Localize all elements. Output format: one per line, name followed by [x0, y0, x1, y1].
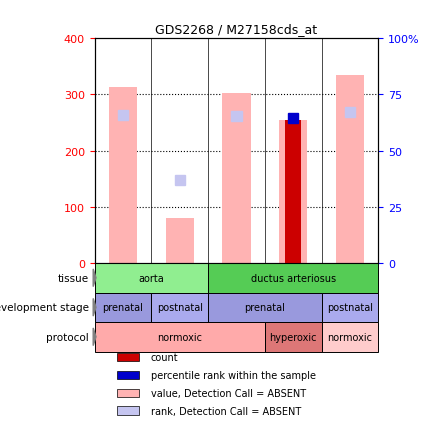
Bar — [118, 111, 128, 121]
Text: count: count — [150, 352, 178, 362]
Bar — [166, 219, 194, 263]
Bar — [109, 88, 137, 263]
Bar — [322, 322, 378, 352]
Bar — [117, 389, 139, 397]
Bar — [175, 175, 185, 185]
Bar — [231, 112, 242, 122]
Bar — [151, 293, 208, 322]
Text: development stage: development stage — [0, 302, 89, 312]
Text: protocol: protocol — [46, 332, 89, 342]
Bar — [95, 322, 265, 352]
Bar — [208, 263, 378, 293]
Text: prenatal: prenatal — [244, 302, 286, 312]
Text: normoxic: normoxic — [157, 332, 202, 342]
Bar — [322, 293, 378, 322]
Text: ductus arteriosus: ductus arteriosus — [251, 273, 336, 283]
Text: prenatal: prenatal — [102, 302, 144, 312]
Text: percentile rank within the sample: percentile rank within the sample — [150, 370, 316, 380]
Text: postnatal: postnatal — [327, 302, 373, 312]
Text: aorta: aorta — [138, 273, 164, 283]
Bar — [95, 263, 208, 293]
Text: rank, Detection Call = ABSENT: rank, Detection Call = ABSENT — [150, 406, 301, 416]
Polygon shape — [93, 269, 96, 287]
Polygon shape — [93, 299, 96, 316]
Bar — [208, 293, 322, 322]
Text: value, Detection Call = ABSENT: value, Detection Call = ABSENT — [150, 388, 306, 398]
Bar — [222, 94, 251, 263]
Bar — [336, 76, 364, 263]
Text: GDS2268 / M27158cds_at: GDS2268 / M27158cds_at — [155, 23, 318, 36]
Text: hyperoxic: hyperoxic — [270, 332, 317, 342]
Bar — [345, 108, 355, 118]
Bar — [117, 407, 139, 414]
Text: postnatal: postnatal — [157, 302, 203, 312]
Bar — [288, 114, 298, 124]
Bar — [95, 293, 151, 322]
Text: tissue: tissue — [58, 273, 89, 283]
Bar — [117, 371, 139, 379]
Bar — [279, 120, 307, 263]
Polygon shape — [93, 328, 96, 346]
Bar — [265, 322, 322, 352]
Bar — [286, 120, 301, 263]
Text: normoxic: normoxic — [328, 332, 372, 342]
Bar — [117, 354, 139, 362]
